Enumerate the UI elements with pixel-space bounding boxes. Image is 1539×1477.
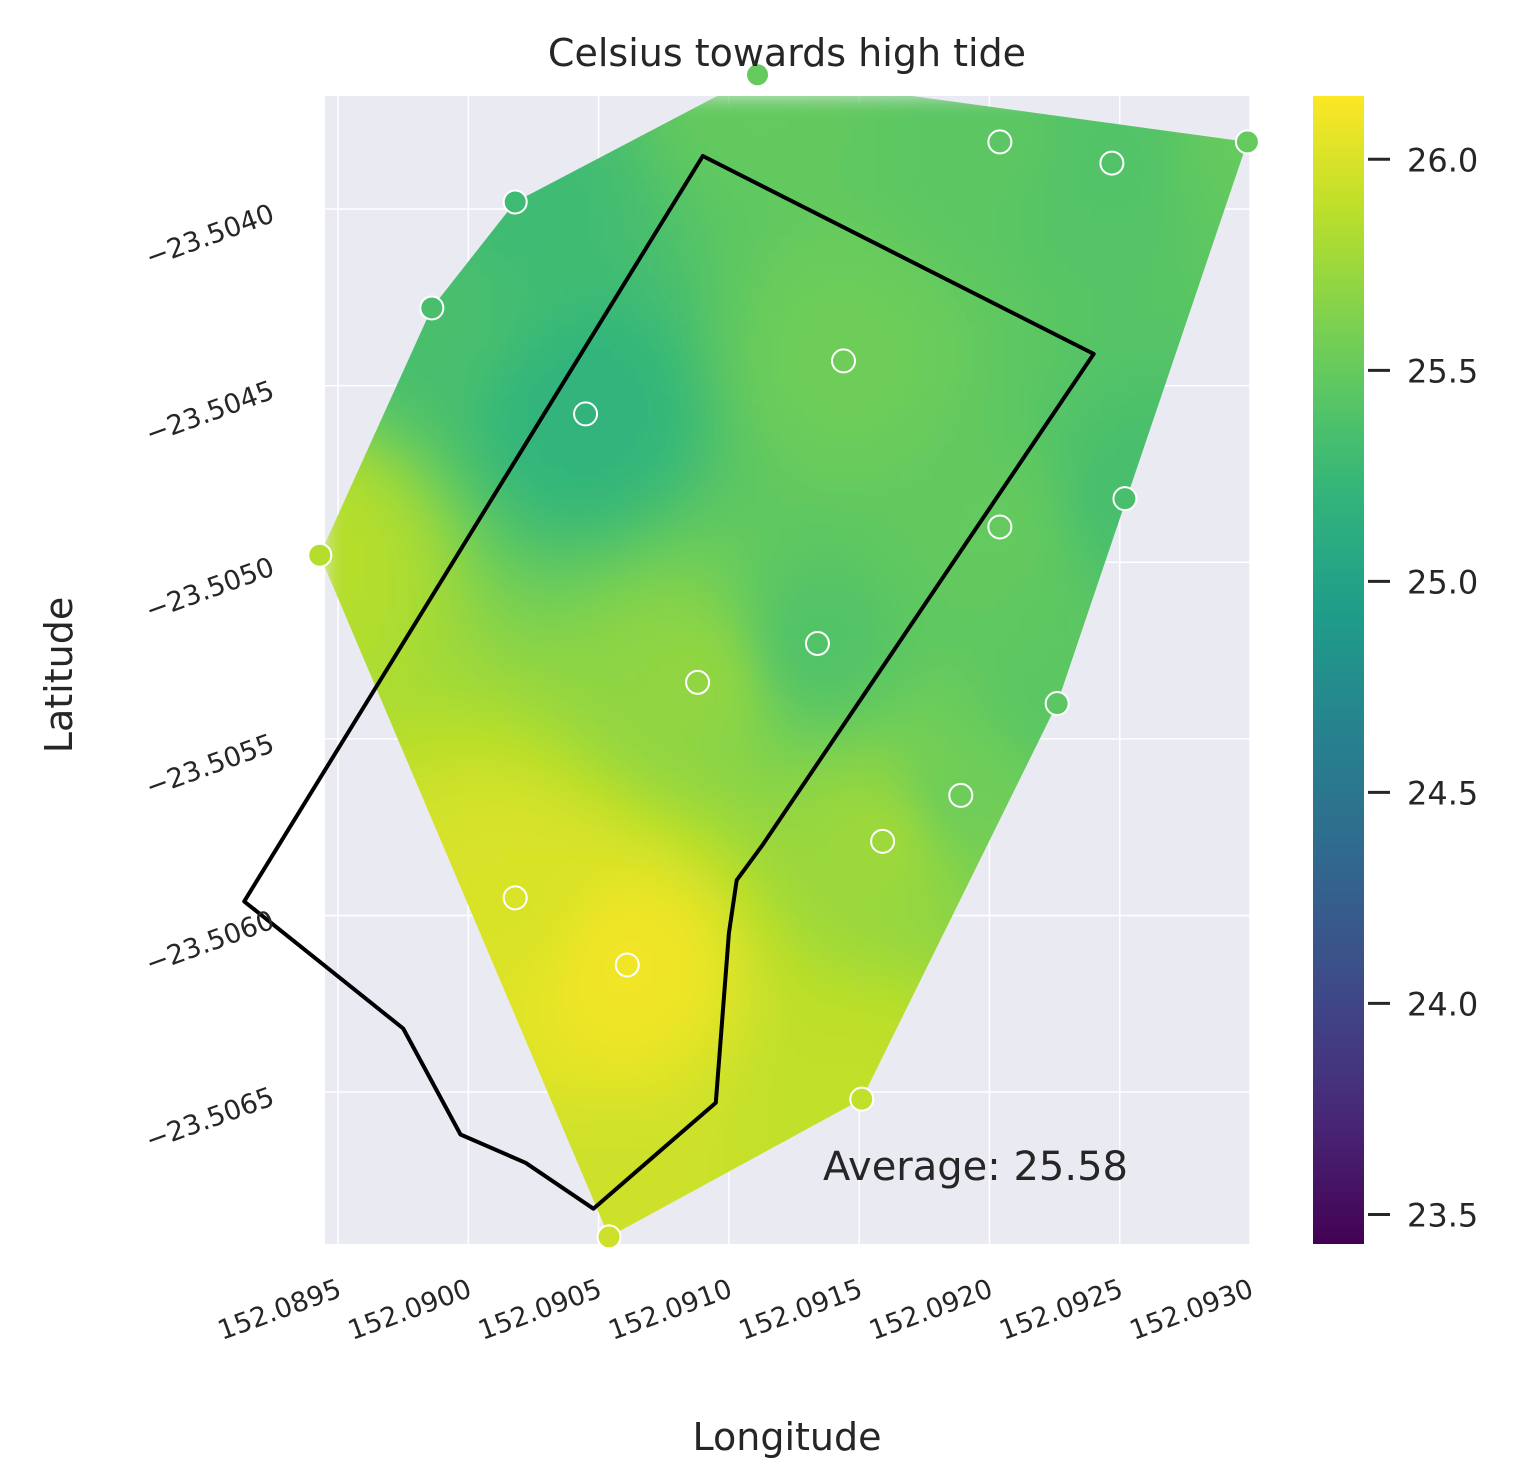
sample-point	[502, 885, 528, 911]
colorbar-tick-label: 25.0	[1407, 563, 1478, 601]
sample-point	[870, 828, 896, 854]
sample-point	[745, 62, 771, 88]
colorbar-ticks: 23.5 24.0 24.5 25.0 25.5 26.0	[1368, 141, 1478, 1234]
sample-point	[1099, 150, 1125, 176]
boundary-polygon	[242, 154, 1096, 1211]
sample-points	[307, 62, 1260, 1250]
y-tick-label: −23.5065	[142, 1082, 279, 1157]
sample-point	[502, 189, 528, 215]
sample-point	[831, 348, 857, 374]
x-tick-label: 152.0930	[1126, 1273, 1258, 1346]
x-tick-label: 152.0905	[474, 1273, 606, 1346]
colorbar-tick-label: 24.5	[1407, 774, 1478, 812]
x-tick-label: 152.0900	[344, 1273, 476, 1346]
sample-point	[948, 782, 974, 808]
chart-title: Celsius towards high tide	[548, 31, 1026, 75]
sample-point	[987, 514, 1013, 540]
sample-point	[614, 952, 640, 978]
sample-point	[596, 1224, 622, 1250]
sample-point	[1234, 129, 1260, 155]
y-tick-label: −23.5050	[142, 552, 279, 627]
colorbar-tick-label: 26.0	[1407, 141, 1478, 179]
x-tick-label: 152.0920	[865, 1273, 997, 1346]
x-axis-ticks: 152.0895152.0900152.0905152.0910152.0915…	[214, 1273, 1258, 1346]
sample-point	[573, 401, 599, 427]
colorbar-tick-label: 24.0	[1407, 985, 1478, 1023]
sample-point	[1044, 691, 1070, 717]
y-axis-ticks: −23.5040 −23.5045 −23.5050 −23.5055 −23.5060…	[142, 198, 279, 1156]
y-axis-label: Latitude	[37, 597, 81, 753]
sample-point	[307, 542, 333, 568]
x-tick-label: 152.0910	[605, 1273, 737, 1346]
colorbar	[1313, 96, 1364, 1244]
y-tick-label: −23.5040	[142, 198, 279, 273]
sample-point	[685, 669, 711, 695]
y-tick-label: −23.5045	[142, 375, 279, 450]
sample-point	[1112, 486, 1138, 512]
x-axis-label: Longitude	[693, 1415, 882, 1459]
sample-point	[804, 631, 830, 657]
x-tick-label: 152.0915	[735, 1273, 867, 1346]
sample-point	[987, 129, 1013, 155]
x-tick-label: 152.0925	[995, 1273, 1127, 1346]
colorbar-tick-label: 25.5	[1407, 352, 1478, 390]
y-tick-label: −23.5055	[142, 728, 279, 803]
colorbar-tick-label: 23.5	[1407, 1196, 1478, 1234]
x-tick-label: 152.0895	[214, 1273, 346, 1346]
sample-point	[849, 1086, 875, 1112]
y-tick-label: −23.5060	[142, 905, 279, 980]
average-annotation: Average: 25.58	[823, 1144, 1128, 1190]
sample-point	[419, 295, 445, 321]
